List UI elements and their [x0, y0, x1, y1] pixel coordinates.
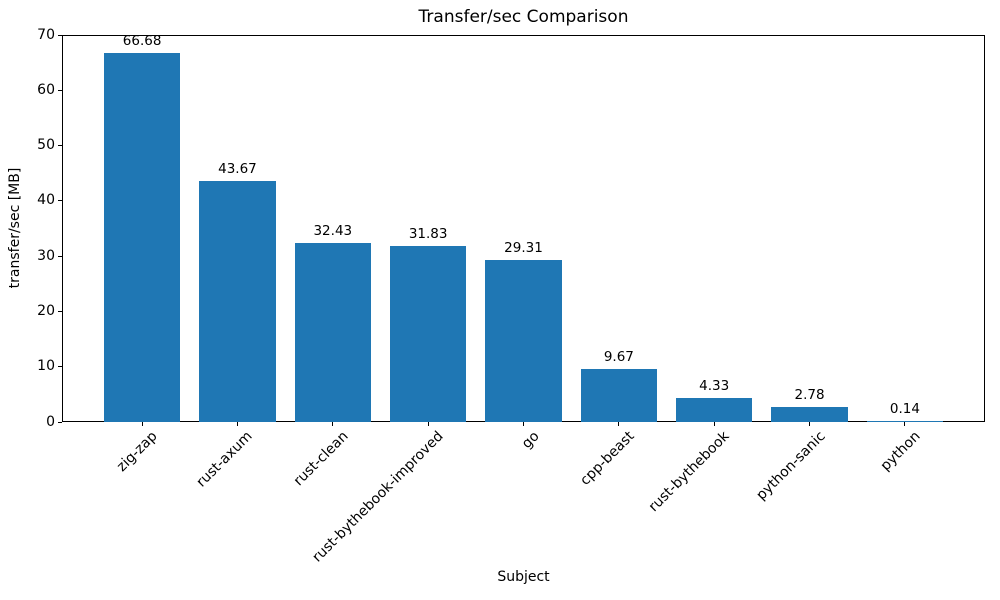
x-tick-mark — [427, 422, 429, 426]
bar-value-label: 43.67 — [218, 160, 257, 177]
x-tick-mark — [236, 422, 238, 426]
bar-value-label: 31.83 — [408, 226, 448, 243]
x-tick-mark — [141, 422, 143, 426]
bar-value-label: 32.43 — [313, 222, 353, 239]
x-axis-label: Subject — [497, 569, 550, 585]
bar-value-label: 66.68 — [122, 33, 162, 50]
y-tick-mark — [58, 310, 62, 312]
y-tick-label: 60 — [37, 81, 55, 98]
bar — [676, 398, 753, 422]
bar-value-label: 29.31 — [504, 239, 543, 256]
x-tick-mark — [332, 422, 334, 426]
bar-value-label: 9.67 — [603, 348, 634, 365]
y-tick-label: 20 — [37, 302, 55, 319]
bar — [485, 259, 562, 422]
bar — [103, 53, 181, 422]
y-tick-label: 70 — [37, 26, 55, 43]
y-tick-label: 30 — [37, 247, 55, 264]
x-tick-mark — [523, 422, 524, 426]
chart-title: Transfer/sec Comparison — [418, 7, 629, 27]
y-axis-label: transfer/sec [MB] — [7, 167, 23, 289]
x-tick-mark — [618, 422, 620, 426]
bar — [390, 246, 467, 422]
bar-value-label: 4.33 — [699, 378, 730, 395]
y-tick-mark — [58, 255, 62, 257]
x-tick-mark — [713, 422, 715, 426]
y-tick-mark — [58, 145, 62, 147]
y-tick-label: 0 — [46, 413, 55, 430]
y-tick-mark — [58, 421, 62, 423]
y-tick-label: 10 — [37, 358, 55, 375]
bar — [771, 406, 848, 422]
bar — [199, 180, 276, 422]
bar — [580, 368, 657, 422]
y-tick-label: 40 — [37, 192, 55, 209]
bar-value-label: 2.78 — [794, 386, 825, 403]
y-tick-label: 50 — [37, 137, 55, 154]
bar-value-label: 0.14 — [889, 401, 920, 418]
bar — [294, 242, 371, 422]
y-tick-mark — [58, 200, 62, 202]
x-tick-mark — [904, 422, 906, 426]
y-tick-mark — [58, 366, 62, 368]
y-tick-mark — [58, 89, 62, 91]
y-tick-mark — [58, 34, 62, 36]
bar — [866, 421, 944, 423]
x-tick-mark — [809, 422, 811, 426]
